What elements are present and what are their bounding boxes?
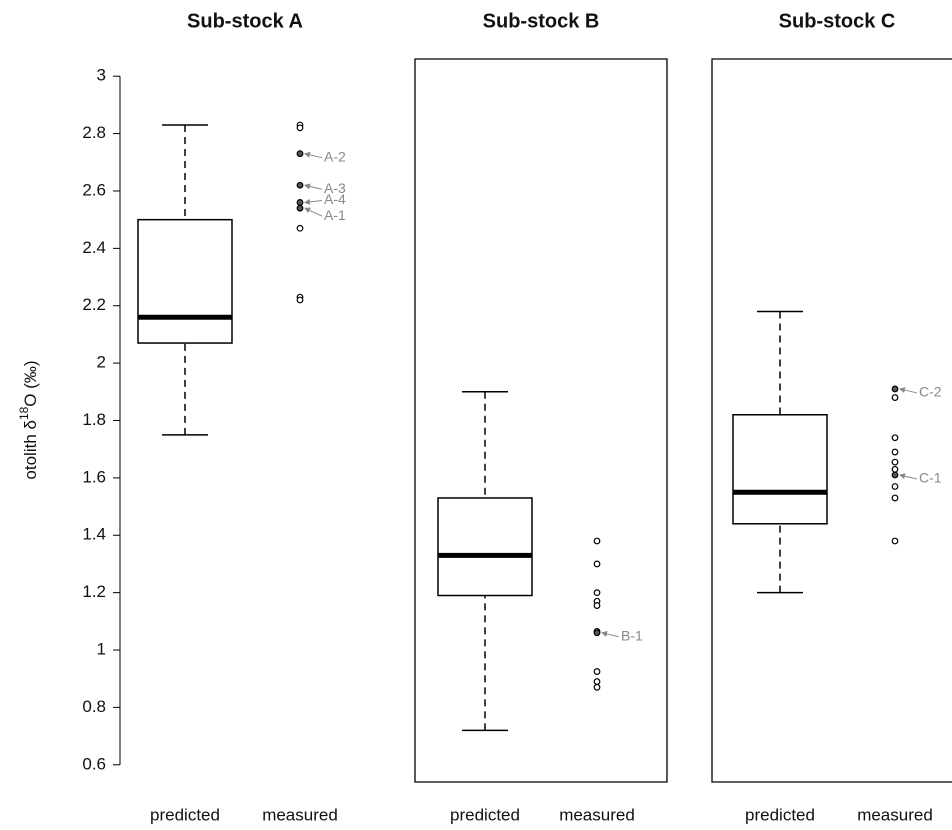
measured-point [593, 683, 601, 691]
annotation-arrow [899, 473, 918, 480]
measured-point [296, 181, 304, 189]
measured-point [593, 668, 601, 675]
y-tick-label: 2.2 [82, 295, 106, 314]
measured-point [296, 124, 304, 132]
x-tick-label: measured [262, 805, 338, 824]
y-label-sup: 18 [17, 406, 31, 420]
measured-point [296, 224, 304, 232]
measured-point [593, 602, 601, 609]
box [732, 414, 828, 525]
x-tick-label: predicted [745, 805, 815, 824]
measured-point [891, 537, 899, 545]
y-tick-label: 1.4 [82, 525, 106, 544]
annotation-arrow [304, 207, 323, 217]
annotation-label: A-4 [324, 191, 346, 207]
y-tick-label: 2 [97, 353, 106, 372]
x-tick-label: predicted [150, 805, 220, 824]
y-tick-label: 3 [97, 66, 106, 85]
measured-point [593, 537, 601, 545]
panel-title: Sub-stock C [779, 10, 896, 32]
y-tick-label: 1.2 [82, 582, 106, 601]
measured-point [296, 199, 304, 206]
measured-point [296, 150, 304, 158]
annotation-arrow [304, 198, 323, 205]
measured-point [296, 204, 304, 212]
annotation-arrow [899, 387, 918, 394]
measured-point [593, 629, 601, 637]
measured-point [891, 448, 899, 456]
x-tick-label: measured [559, 805, 635, 824]
box [137, 218, 233, 344]
panel-title: Sub-stock B [483, 10, 600, 32]
annotation-arrow [601, 631, 620, 638]
annotation-label: C-2 [919, 384, 942, 400]
measured-point [891, 394, 899, 401]
x-tick-label: predicted [450, 805, 520, 824]
panel-frame [414, 58, 668, 783]
measured-point [891, 385, 899, 393]
x-tick-label: measured [857, 805, 933, 824]
measured-point [593, 560, 601, 568]
annotation-label: A-3 [324, 180, 346, 196]
annotation-label: C-1 [919, 470, 942, 486]
measured-point [891, 494, 899, 502]
y-label-part: otolith δ [21, 420, 40, 480]
box [437, 497, 533, 597]
y-tick-label: 1 [97, 640, 106, 659]
y-axis-label: otolith δ18O (‰) [17, 360, 40, 479]
measured-point [296, 296, 304, 304]
y-tick-label: 1.8 [82, 410, 106, 429]
y-tick-label: 0.6 [82, 754, 106, 773]
annotation-label: B-1 [621, 628, 643, 644]
annotation-arrow [304, 151, 323, 159]
measured-point [891, 458, 899, 466]
measured-point [891, 483, 899, 490]
y-tick-label: 1.6 [82, 467, 106, 486]
measured-point [891, 471, 899, 479]
panel-frame [711, 58, 952, 783]
measured-point [891, 434, 899, 442]
y-tick-label: 2.6 [82, 180, 106, 199]
annotation-arrow [304, 183, 323, 190]
y-tick-label: 2.4 [82, 238, 106, 257]
annotation-label: A-1 [324, 207, 346, 223]
annotation-label: A-2 [324, 148, 346, 164]
measured-point [593, 589, 601, 597]
y-tick-label: 0.8 [82, 697, 106, 716]
measured-point [593, 678, 601, 685]
y-label-part: O (‰) [21, 360, 40, 406]
y-tick-label: 2.8 [82, 123, 106, 142]
measured-point [891, 465, 899, 473]
panel-title: Sub-stock A [187, 10, 303, 32]
